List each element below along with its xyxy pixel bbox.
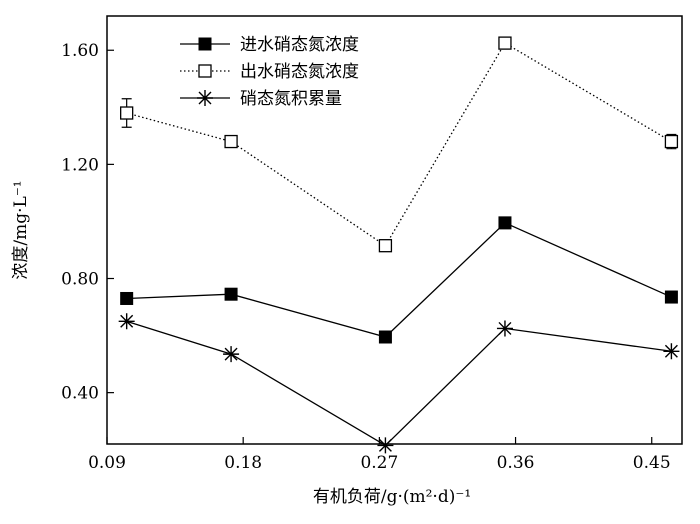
x-axis-label: 有机负荷/g·(m²·d)⁻¹	[313, 487, 471, 507]
data-point	[378, 330, 392, 344]
series-line	[126, 222, 672, 338]
series-line	[126, 42, 672, 247]
x-tick-label: 0.09	[88, 453, 126, 473]
data-point	[498, 36, 512, 50]
legend-marker	[198, 37, 212, 51]
legend-marker	[198, 64, 212, 78]
data-point	[664, 290, 678, 304]
data-point	[118, 313, 135, 330]
data-point	[120, 106, 134, 120]
data-point	[664, 134, 679, 149]
y-tick-label: 1.60	[61, 41, 99, 61]
legend-label: 硝态氮积累量	[240, 89, 342, 109]
x-tick-label: 0.45	[633, 453, 671, 473]
series-line	[126, 320, 672, 447]
data-point	[120, 291, 134, 305]
legend-label: 出水硝态氮浓度	[240, 62, 359, 82]
legend-marker	[197, 90, 213, 106]
data-point	[377, 437, 394, 454]
plot-frame	[106, 15, 683, 445]
x-tick-label: 0.36	[497, 453, 535, 473]
data-point	[498, 216, 512, 230]
y-tick-label: 1.20	[61, 155, 99, 175]
data-point	[224, 287, 238, 301]
data-point	[378, 239, 393, 253]
series-1	[120, 216, 678, 344]
series-layer	[118, 36, 680, 454]
y-tick-label: 0.40	[61, 384, 99, 404]
series-3	[118, 313, 680, 454]
x-tick-label: 0.27	[360, 453, 398, 473]
data-point	[224, 134, 238, 149]
series-2	[120, 36, 679, 253]
legend-label: 进水硝态氮浓度	[240, 35, 359, 55]
x-axis-ticks: 0.09 0.18 0.27 0.36 0.45	[88, 437, 671, 473]
data-point	[223, 346, 240, 363]
data-point	[496, 320, 513, 337]
data-point	[663, 343, 680, 360]
y-axis-label: 浓度/mg·L⁻¹	[11, 180, 31, 279]
y-tick-label: 0.80	[61, 270, 99, 290]
x-tick-label: 0.18	[224, 453, 262, 473]
y-axis-ticks: 0.40 0.80 1.20 1.60	[61, 41, 114, 404]
